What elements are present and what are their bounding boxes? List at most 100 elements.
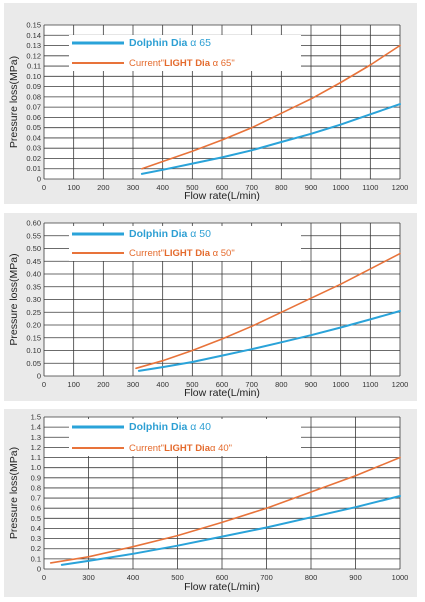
legend-box (69, 35, 301, 71)
series-line-dolphin (140, 103, 401, 175)
x-tick-label: 1100 (362, 183, 378, 192)
y-tick-label: 0.55 (26, 231, 41, 240)
y-tick-label: 0.15 (26, 21, 41, 30)
x-tick-label: 100 (67, 380, 80, 389)
x-tick-label: 400 (156, 183, 169, 192)
y-tick-label: 0.11 (27, 62, 41, 71)
y-tick-label: 0.10 (26, 72, 41, 81)
x-tick-label: 900 (305, 380, 318, 389)
x-axis-label: Flow rate(L/min) (184, 387, 260, 399)
x-tick-label: 500 (171, 573, 184, 582)
x-tick-label: 500 (186, 380, 199, 389)
y-tick-label: 0.8 (31, 483, 41, 492)
y-tick-label: 0.9 (31, 473, 41, 482)
series-line-dolphin (60, 495, 401, 566)
x-axis-label: Flow rate(L/min) (184, 581, 260, 593)
y-tick-label: 0.13 (26, 41, 41, 50)
x-tick-label: 200 (97, 380, 110, 389)
x-tick-label: 300 (82, 573, 95, 582)
x-tick-label: 1000 (392, 573, 409, 582)
x-tick-label: 700 (245, 380, 258, 389)
y-tick-label: 1.2 (31, 443, 41, 452)
x-tick-label: 300 (127, 183, 140, 192)
y-tick-label: 0.3 (31, 534, 41, 543)
y-tick-label: 0.02 (26, 154, 41, 163)
y-tick-label: 0.7 (31, 494, 41, 503)
y-tick-label: 1.0 (31, 463, 41, 472)
legend-label-dolphin: Dolphin Dia α 50 (129, 228, 211, 240)
y-tick-label: 0 (37, 175, 41, 184)
y-tick-label: 0.15 (26, 333, 41, 342)
y-tick-label: 0.20 (26, 321, 41, 330)
series-line-current (135, 252, 401, 370)
x-tick-label: 800 (305, 573, 318, 582)
legend-box (69, 226, 301, 261)
chart-panel-3: 0 300 400 500 600 700 800 900 1000 0 0.1 0.2 0.3 0.4 0… (4, 409, 417, 597)
y-tick-label: 0.09 (26, 82, 41, 91)
x-tick-label: 600 (216, 183, 229, 192)
x-tick-label: 1000 (332, 380, 349, 389)
y-axis-label: Pressure loss(MPa) (8, 447, 20, 539)
x-tick-label: 800 (275, 380, 288, 389)
y-tick-label: 0.45 (26, 257, 41, 266)
legend-label-current: Current"LIGHT Dia α 65" (129, 58, 235, 69)
y-tick-label: 0.60 (26, 219, 41, 228)
y-tick-label: 1.3 (31, 433, 41, 442)
y-axis-label: Pressure loss(MPa) (8, 56, 20, 148)
y-axis-label: Pressure loss(MPa) (8, 253, 20, 345)
x-tick-label: 900 (349, 573, 362, 582)
series-line-current (141, 44, 401, 170)
legend-label-current: Current"LIGHT Diaα 40" (129, 443, 232, 454)
x-tick-label: 700 (260, 573, 273, 582)
y-tick-label: 0.5 (31, 514, 41, 523)
y-tick-label: 0.50 (26, 244, 41, 253)
legend-box (69, 419, 301, 456)
x-tick-label: 0 (42, 573, 46, 582)
x-tick-label: 600 (216, 380, 229, 389)
x-tick-label: 0 (42, 380, 46, 389)
x-tick-label: 400 (127, 573, 140, 582)
y-tick-label: 0.30 (26, 295, 41, 304)
x-tick-label: 500 (186, 183, 199, 192)
y-tick-label: 0.05 (26, 123, 41, 132)
x-axis-label: Flow rate(L/min) (184, 190, 260, 202)
legend-label-current: Current"LIGHT Dia α 50" (129, 248, 235, 259)
chart-alpha65: 0 100 200 300 400 500 600 700 800 900 1000 1100 1200… (8, 21, 409, 203)
x-tick-label: 100 (67, 183, 80, 192)
x-tick-label: 1200 (392, 380, 409, 389)
y-tick-label: 0.08 (26, 92, 41, 101)
x-tick-label: 700 (245, 183, 258, 192)
y-tick-label: 0.01 (26, 164, 41, 173)
series-line-current (49, 456, 401, 564)
y-tick-label: 0.14 (26, 31, 41, 40)
y-tick-label: 0.05 (26, 359, 41, 368)
x-tick-label: 400 (156, 380, 169, 389)
y-tick-label: 1.4 (31, 423, 41, 432)
x-tick-label: 1200 (392, 183, 409, 192)
y-tick-label: 0.25 (26, 308, 41, 317)
y-tick-label: 0.03 (26, 144, 41, 153)
y-tick-label: 0.35 (26, 282, 41, 291)
chart-panel-2: 0 100 200 300 400 500 600 700 800 900 1000 1100 1200… (4, 213, 417, 401)
series-line-dolphin (137, 310, 401, 372)
y-tick-label: 0.10 (26, 346, 41, 355)
y-tick-label: 0.1 (31, 554, 41, 563)
y-tick-label: 0.6 (31, 504, 41, 513)
y-tick-label: 0.06 (26, 113, 41, 122)
x-tick-label: 200 (97, 183, 110, 192)
chart-panel-1: 0 100 200 300 400 500 600 700 800 900 1000 1100 1200… (4, 3, 417, 204)
y-tick-label: 0.12 (26, 51, 41, 60)
x-tick-label: 800 (275, 183, 288, 192)
y-tick-label: 0.07 (26, 103, 41, 112)
y-tick-label: 0.2 (31, 544, 41, 553)
y-tick-label: 0.4 (31, 524, 41, 533)
x-tick-label: 300 (127, 380, 140, 389)
y-tick-label: 0.04 (26, 133, 41, 142)
y-tick-label: 0 (37, 372, 41, 381)
chart-alpha50: 0 100 200 300 400 500 600 700 800 900 1000 1100 1200… (8, 219, 409, 400)
y-tick-label: 0 (37, 565, 41, 574)
x-tick-label: 0 (42, 183, 46, 192)
y-tick-label: 0.40 (26, 270, 41, 279)
x-tick-label: 600 (216, 573, 229, 582)
legend-label-dolphin: Dolphin Dia α 40 (129, 421, 211, 433)
